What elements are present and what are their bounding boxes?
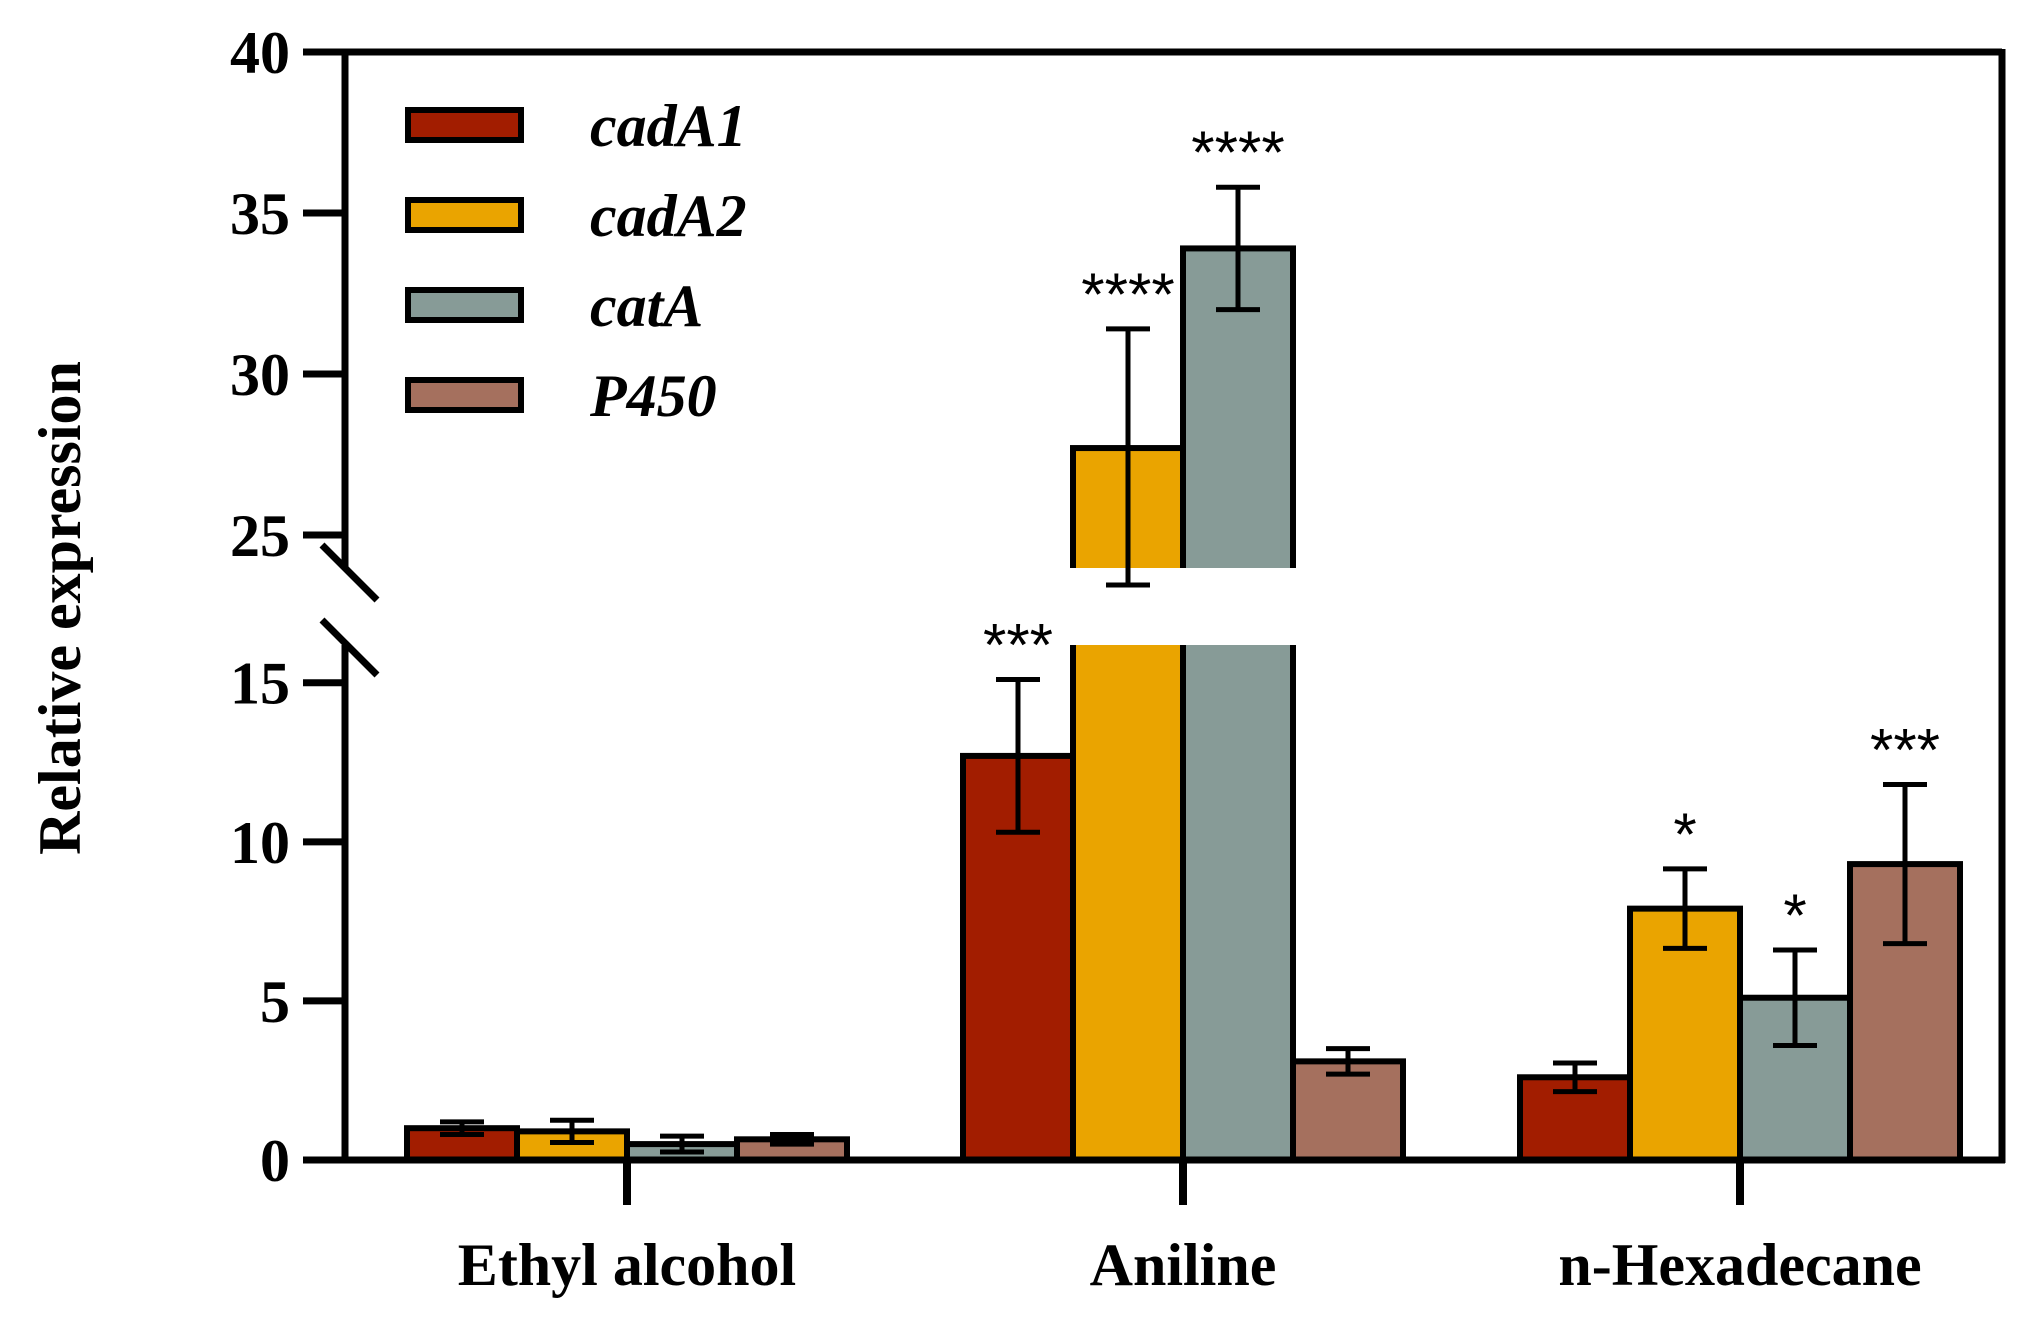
y-tick-label-30: 30 bbox=[230, 342, 290, 408]
y-tick-label-10: 10 bbox=[230, 810, 290, 876]
significance-cadA2-aniline: **** bbox=[1081, 261, 1174, 328]
error-bars-layer bbox=[440, 184, 1927, 1155]
y-tick-label-5: 5 bbox=[260, 969, 290, 1035]
legend-label-catA: catA bbox=[590, 273, 703, 339]
y-tick-label-35: 35 bbox=[230, 181, 290, 247]
significance-cadA1-aniline: *** bbox=[983, 612, 1053, 679]
legend-swatch-cadA2 bbox=[405, 197, 524, 233]
significance-P450-n-hexadecane: *** bbox=[1870, 717, 1940, 784]
legend-label-cadA2: cadA2 bbox=[590, 183, 747, 249]
axes-layer bbox=[303, 48, 2006, 1205]
y-tick-label-40: 40 bbox=[230, 20, 290, 86]
axis-break-mark-upper bbox=[319, 542, 380, 603]
bar-catA-aniline bbox=[1180, 245, 1296, 1164]
legend-label-cadA1: cadA1 bbox=[590, 93, 747, 159]
legend-swatch-cadA1 bbox=[405, 107, 524, 143]
legend-swatch-catA bbox=[405, 287, 524, 323]
y-axis-title: Relative expression bbox=[27, 361, 93, 855]
y-tick-label-0: 0 bbox=[260, 1128, 290, 1194]
legend-swatch-P450 bbox=[405, 377, 524, 413]
x-tick-label-ethyl-alcohol: Ethyl alcohol bbox=[458, 1232, 796, 1298]
significance-catA-aniline: **** bbox=[1191, 119, 1284, 186]
significance-catA-n-hexadecane: * bbox=[1783, 882, 1806, 949]
significance-cadA2-n-hexadecane: * bbox=[1673, 801, 1696, 868]
x-tick-label-aniline: Aniline bbox=[1090, 1232, 1277, 1298]
y-tick-label-15: 15 bbox=[230, 651, 290, 717]
axis-break-mark-lower bbox=[319, 617, 380, 678]
x-tick-label-n-hexadecane: n-Hexadecane bbox=[1558, 1232, 1921, 1298]
axis-break-gap bbox=[300, 568, 2020, 645]
y-tick-label-25: 25 bbox=[230, 503, 290, 569]
axis-break-band bbox=[300, 568, 2020, 645]
legend: cadA1 cadA2 catA P450 bbox=[405, 93, 747, 429]
legend-label-P450: P450 bbox=[589, 363, 717, 429]
